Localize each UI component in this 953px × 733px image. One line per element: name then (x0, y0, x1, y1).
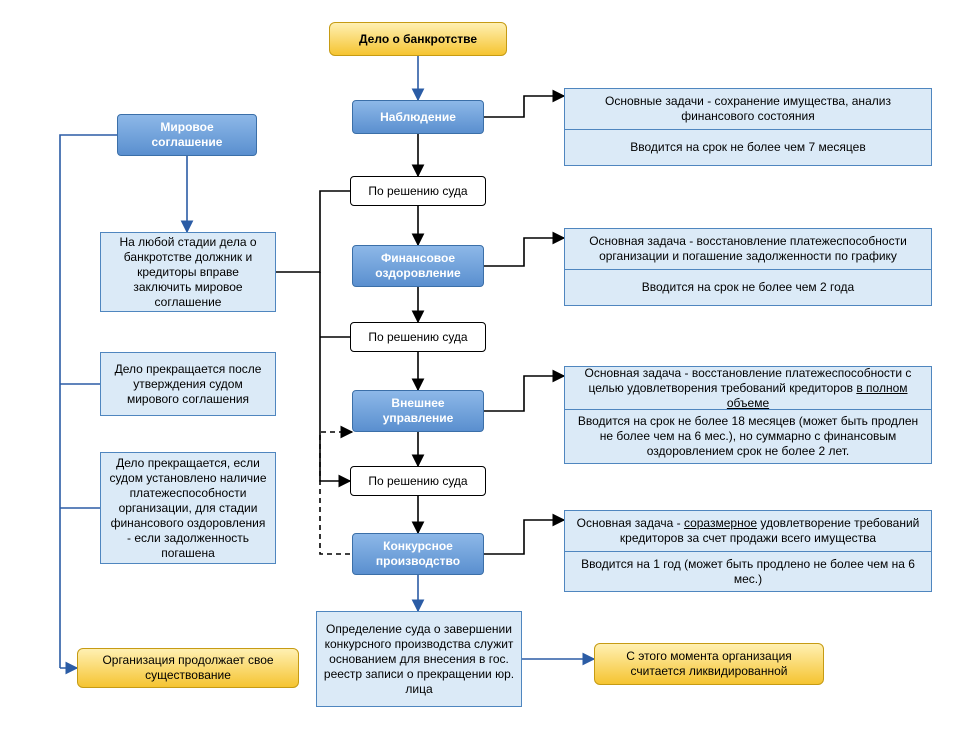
stage-bankruptcy-proceedings: Конкурсное производство (352, 533, 484, 575)
flowchart-canvas: Дело о банкротстве Наблюдение По решению… (0, 0, 953, 733)
info-4-row2: Вводится на 1 год (может быть продлено н… (565, 551, 931, 591)
stage-observation: Наблюдение (352, 100, 484, 134)
info-table-1: Основные задачи - сохранение имущества, … (564, 88, 932, 166)
left-box-1: На любой стадии дела о банкротстве должн… (100, 232, 276, 312)
final-yellow-box: С этого момента организация считается ли… (594, 643, 824, 685)
title-box: Дело о банкротстве (329, 22, 507, 56)
left-header-settlement: Мировое соглашение (117, 114, 257, 156)
info-table-4: Основная задача - соразмерное удовлетвор… (564, 510, 932, 592)
info-2-row2: Вводится на срок не более чем 2 года (565, 269, 931, 305)
info-1-row1: Основные задачи - сохранение имущества, … (565, 89, 931, 129)
final-blue-box: Определение суда о завершении конкурсног… (316, 611, 522, 707)
decision-1: По решению суда (350, 176, 486, 206)
info-2-row1: Основная задача - восстановление платеже… (565, 229, 931, 269)
info-3-row2: Вводится на срок не более 18 месяцев (мо… (565, 409, 931, 463)
info-4-row1: Основная задача - соразмерное удовлетвор… (565, 511, 931, 551)
left-box-2: Дело прекращается после утверждения судо… (100, 352, 276, 416)
stage-financial-recovery: Финансовое оздоровление (352, 245, 484, 287)
info-1-row2: Вводится на срок не более чем 7 месяцев (565, 129, 931, 165)
decision-2: По решению суда (350, 322, 486, 352)
info-table-3: Основная задача - восстановление платеже… (564, 366, 932, 464)
decision-3: По решению суда (350, 466, 486, 496)
info-3-row1: Основная задача - восстановление платеже… (565, 367, 931, 409)
left-yellow-box: Организация продолжает свое существовани… (77, 648, 299, 688)
info-table-2: Основная задача - восстановление платеже… (564, 228, 932, 306)
stage-external-management: Внешнее управление (352, 390, 484, 432)
left-box-3: Дело прекращается, если судом установлен… (100, 452, 276, 564)
